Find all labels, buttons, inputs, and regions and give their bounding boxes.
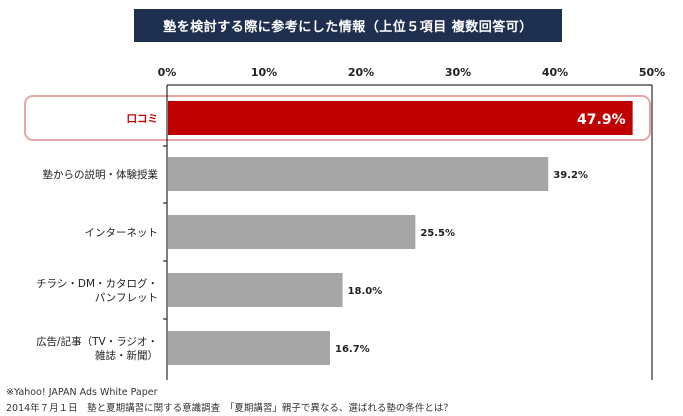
chart-title: 塾を検討する際に参考にした情報（上位５項目 複数回答可） [134,9,562,42]
data-label: 16.7% [335,344,370,355]
data-label: 25.5% [420,228,455,239]
data-label: 39.2% [553,170,588,181]
bar [168,331,330,365]
category-label: パンフレット [95,292,158,304]
source-line-1: ※Yahoo! JAPAN Ads White Paper [6,387,158,398]
x-tick-label: 20% [348,66,374,79]
x-tick-label: 50% [639,66,665,79]
x-tick-label: 0% [158,66,177,79]
x-tick-label: 30% [445,66,471,79]
bar [168,273,343,307]
category-label: 広告/記事（TV・ラジオ・ [36,335,158,348]
category-label: 雑誌・新聞） [95,349,158,362]
source-line-2: 2014年７月１日 塾と夏期講習に関する意識調査 「夏期講習」親子で異なる、選ば… [6,403,453,414]
highlight-outline [24,95,651,141]
x-tick-label: 40% [542,66,568,79]
data-label: 47.9% [577,112,626,128]
category-label: インターネット [85,227,159,239]
data-label: 18.0% [348,286,383,297]
category-label: 塾からの説明・体験授業 [43,168,159,181]
bar [168,157,549,191]
x-tick-label: 10% [251,66,277,79]
bar [168,215,416,249]
bar [168,101,633,135]
category-label: チラシ・DM・カタログ・ [36,277,158,290]
category-label: 口コミ [127,113,159,125]
